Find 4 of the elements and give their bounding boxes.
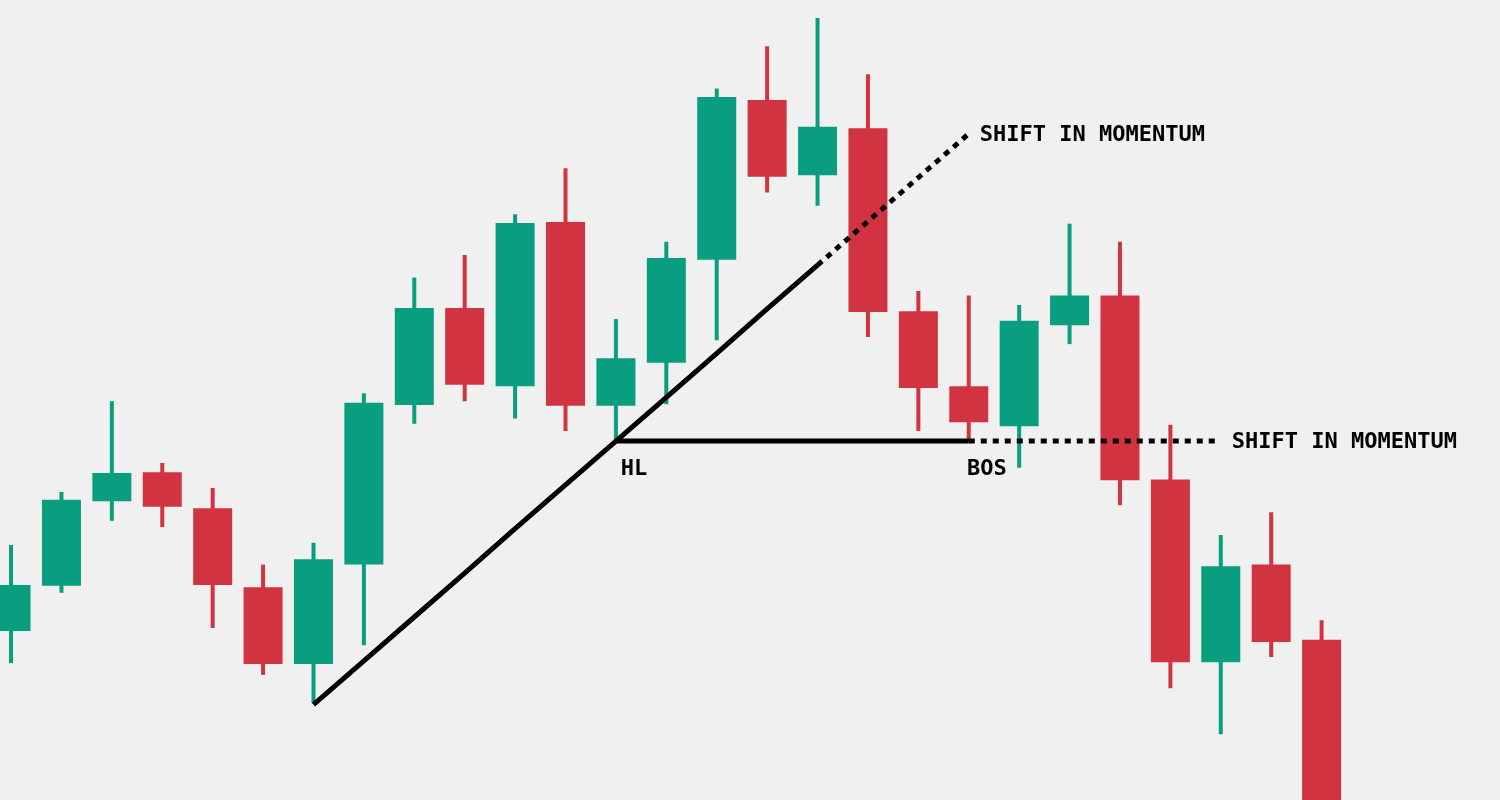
annotation: BOS (966, 455, 1007, 481)
series-label: SHIFT IN MOMENTUM (1231, 428, 1457, 454)
series-label: SHIFT IN MOMENTUM (979, 120, 1205, 146)
annotation: HL (620, 455, 648, 481)
